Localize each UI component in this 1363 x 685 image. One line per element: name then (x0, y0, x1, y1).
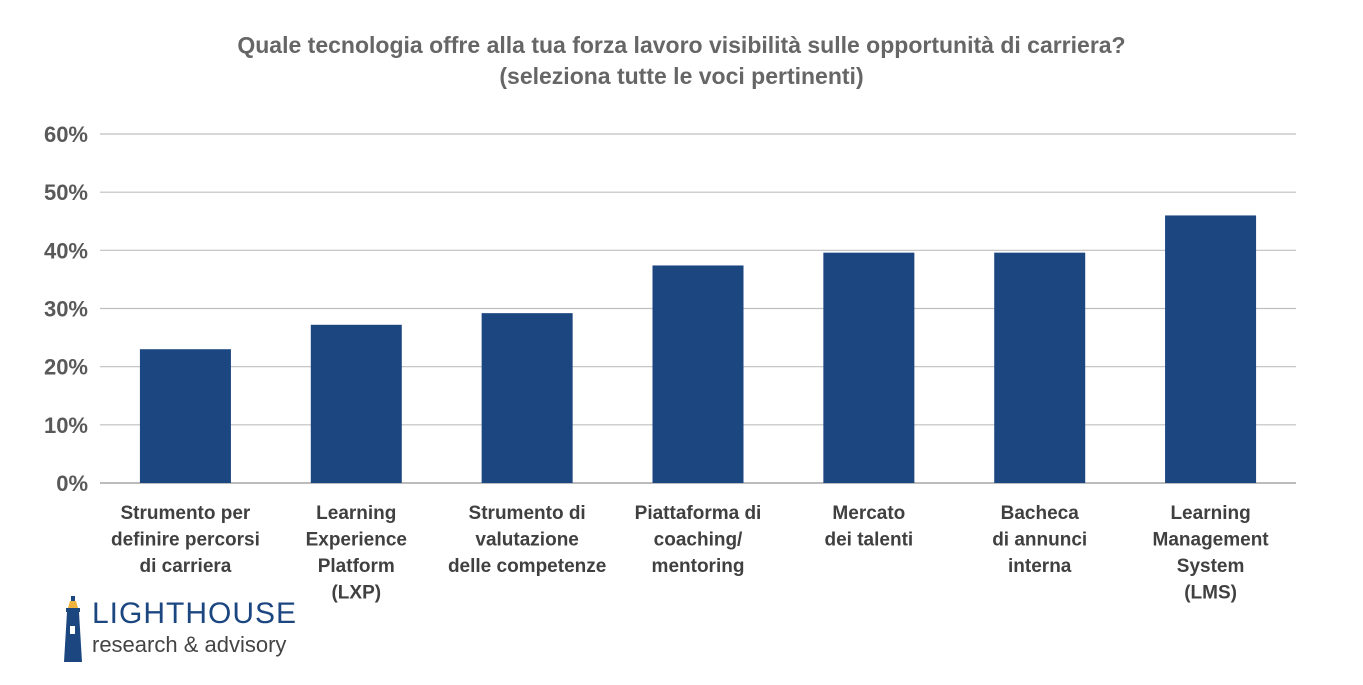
bar (652, 265, 744, 483)
logo-tagline: research & advisory (92, 632, 287, 657)
bar (1165, 215, 1257, 483)
y-tick-label: 0% (56, 471, 88, 496)
x-category-label: Learning Experience Platform (LXP) (306, 503, 407, 604)
bar (139, 349, 231, 483)
logo: LIGHTHOUSE research & advisory (58, 596, 358, 666)
y-tick-label: 20% (44, 355, 88, 380)
lighthouse-icon (64, 596, 82, 662)
logo-name: LIGHTHOUSE (92, 597, 298, 630)
bar (823, 252, 915, 483)
bar (994, 252, 1086, 483)
y-tick-label: 50% (44, 180, 88, 205)
x-category-label: Bacheca di annunci interna (992, 503, 1087, 577)
x-category-label: Strumento per definire percorsi di carrier… (111, 503, 260, 577)
chart-subtitle: (seleziona tutte le voci pertinenti) (499, 63, 864, 89)
y-tick-label: 40% (44, 238, 88, 263)
bar-chart: 0% 10% 20% 30% 40% 50% 60% Strumento per definir… (44, 122, 1296, 604)
x-category-label: Mercato dei talenti (825, 503, 914, 551)
bar (310, 324, 402, 483)
chart-title: Quale tecnologia offre alla tua forza la… (237, 32, 1126, 58)
x-category-label: Piattaforma di coaching/mentoring (635, 503, 762, 577)
y-tick-label: 30% (44, 297, 88, 322)
bar (481, 313, 573, 483)
x-category-label: Strumento di valutazione delle competenze (448, 503, 606, 577)
chart-title-block: Quale tecnologia offre alla tua forza la… (0, 30, 1363, 92)
y-tick-label: 60% (44, 122, 88, 147)
y-tick-label: 10% (44, 413, 88, 438)
x-category-label: Learning Management System (LMS) (1153, 503, 1270, 604)
